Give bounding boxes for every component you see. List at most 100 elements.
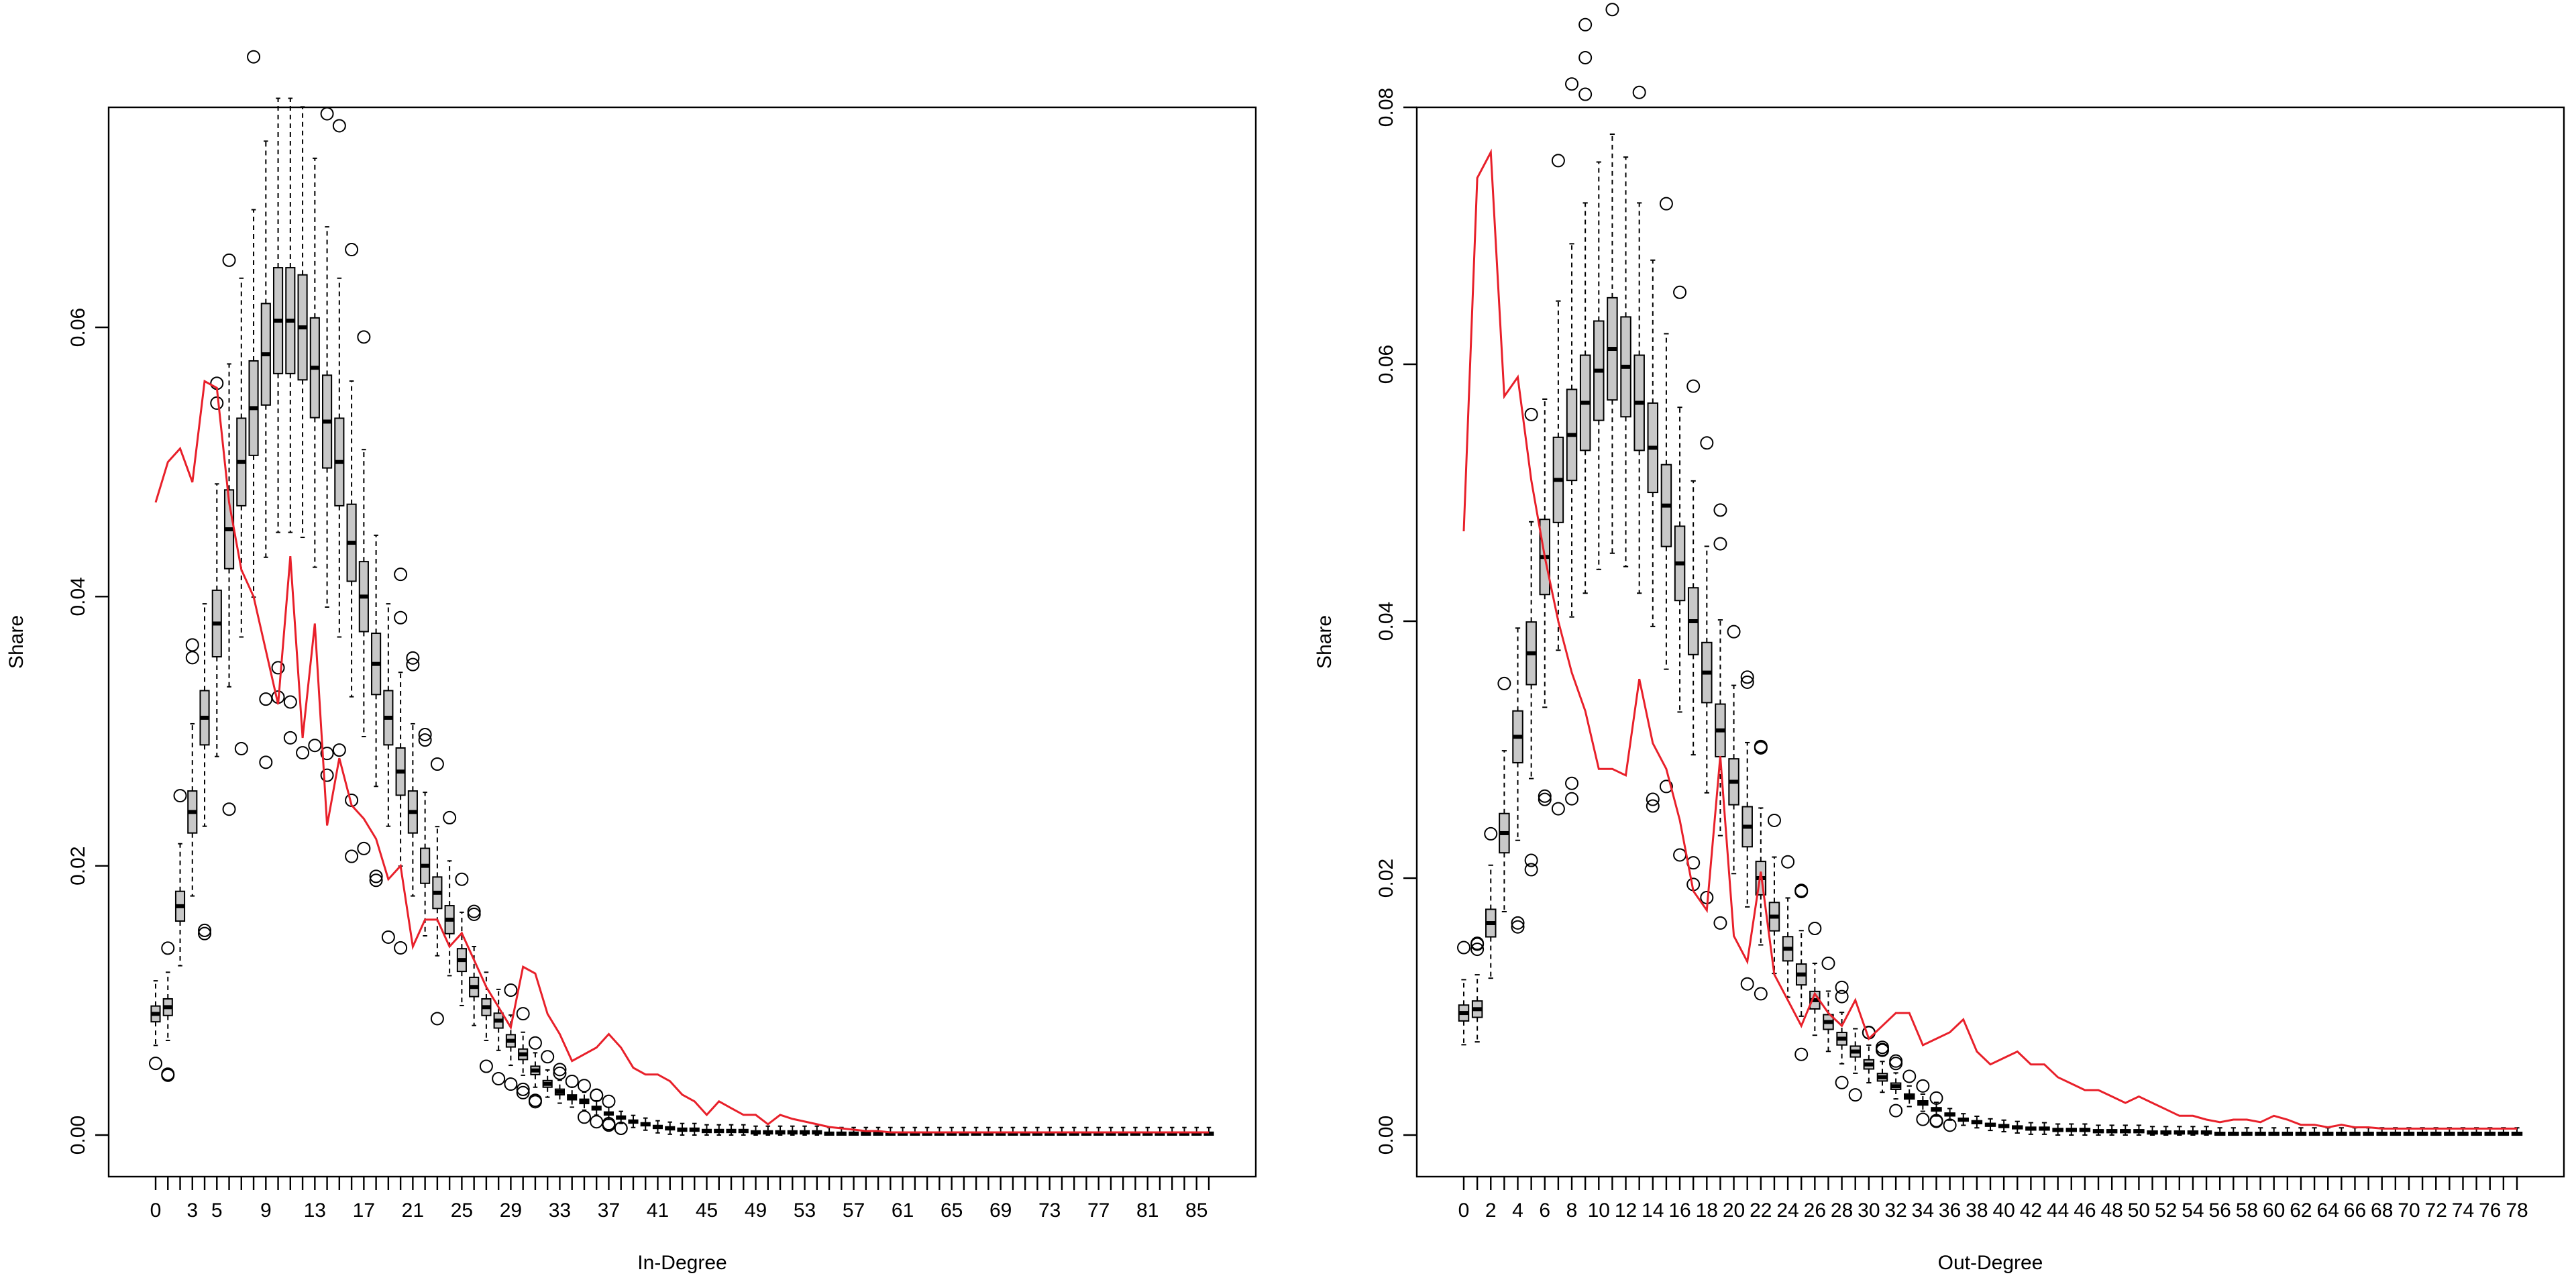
boxplot-73	[2444, 1127, 2455, 1136]
boxplot-17	[1686, 379, 1701, 892]
boxplot-66	[2349, 1127, 2361, 1136]
outlier	[1524, 863, 1538, 877]
boxplot-50	[2133, 1124, 2145, 1136]
outlier	[320, 768, 334, 782]
boxplot-41	[652, 1120, 663, 1134]
boxplot-79	[1118, 1126, 1128, 1136]
boxplot-50	[763, 1125, 773, 1136]
x-tick-label: 10	[1588, 1199, 1610, 1222]
boxplot-12	[296, 106, 310, 760]
outlier	[1754, 987, 1768, 1001]
boxplot-49	[750, 1125, 761, 1136]
x-tick-label: 16	[1668, 1199, 1690, 1222]
boxplot-63	[922, 1126, 932, 1136]
outlier	[1673, 848, 1687, 862]
boxplot-44	[689, 1122, 700, 1136]
boxplot-73	[1044, 1126, 1055, 1136]
outlier	[1754, 739, 1768, 753]
out-degree-panel: 0.000.020.040.060.080 2 4 6 8 10 12 14 16 18 20 22 2…	[1313, 3, 2565, 1274]
outlier	[602, 1117, 616, 1131]
outlier	[1511, 920, 1525, 934]
x-tick-label: 78	[2506, 1199, 2528, 1222]
x-tick-label: 54	[2182, 1199, 2204, 1222]
x-tick-label: 8	[1566, 1199, 1578, 1222]
boxplot-53	[2174, 1126, 2186, 1136]
boxplot-22	[1754, 739, 1768, 1001]
x-tick-label: 62	[2290, 1199, 2312, 1222]
outlier	[418, 727, 432, 741]
outlier	[1524, 407, 1538, 421]
boxplot-54	[2187, 1126, 2199, 1136]
x-tick-label: 17	[353, 1199, 375, 1222]
outlier	[1740, 977, 1754, 991]
x-tick-label: 6	[1539, 1199, 1550, 1222]
y-tick-label: 0.04	[1375, 602, 1397, 641]
boxplot-61	[898, 1126, 908, 1136]
x-tick-label: 32	[1884, 1199, 1907, 1222]
x-tick-label: 42	[2020, 1199, 2042, 1222]
outlier	[161, 1067, 175, 1081]
outlier	[332, 743, 346, 757]
plot-frame	[1415, 106, 2565, 1178]
boxplot-20	[1727, 625, 1741, 875]
observed-line	[1462, 148, 2517, 1130]
x-tick-label: 3	[186, 1199, 198, 1222]
outlier	[1889, 1057, 1903, 1071]
x-tick-label: 49	[745, 1199, 767, 1222]
outlier	[161, 941, 175, 955]
outlier	[173, 789, 187, 803]
boxplot-49	[2120, 1124, 2131, 1136]
boxplot-29	[1848, 1028, 1862, 1102]
x-tick-label: 36	[1939, 1199, 1961, 1222]
outlier	[149, 1057, 162, 1071]
boxplot-48	[2106, 1124, 2118, 1136]
boxplot-76	[1081, 1126, 1092, 1136]
x-axis-label: In-Degree	[637, 1252, 727, 1274]
boxplot-54	[812, 1125, 822, 1136]
outlier	[1889, 1104, 1903, 1118]
y-tick-label: 0.00	[67, 1116, 89, 1155]
x-tick-label: 72	[2425, 1199, 2447, 1222]
y-tick-label: 0.00	[1375, 1116, 1397, 1155]
boxplot-23	[1767, 813, 1781, 975]
x-tick-label: 68	[2371, 1199, 2393, 1222]
boxplot-31	[528, 1036, 542, 1109]
x-tick-label: 70	[2398, 1199, 2420, 1222]
boxplot-83	[1167, 1126, 1177, 1136]
outlier	[332, 119, 346, 133]
outlier	[1740, 670, 1754, 684]
x-tick-label: 13	[304, 1199, 326, 1222]
boxplot-38	[1971, 1116, 1983, 1129]
outlier	[1605, 3, 1619, 17]
boxplot-66	[959, 1126, 969, 1136]
boxplot-24	[1781, 855, 1795, 998]
outlier	[369, 869, 383, 883]
x-tick-label: 73	[1038, 1199, 1061, 1222]
boxplot-14	[1646, 259, 1660, 813]
x-tick-label: 9	[260, 1199, 272, 1222]
boxplot-17	[357, 330, 371, 855]
x-tick-label: 77	[1087, 1199, 1110, 1222]
x-tick-label: 34	[1912, 1199, 1934, 1222]
boxplot-75	[1069, 1126, 1079, 1136]
boxplot-4	[198, 603, 212, 941]
outlier	[1565, 792, 1579, 806]
boxplot-31	[1875, 1040, 1889, 1093]
boxplot-72	[1032, 1126, 1042, 1136]
boxplot-5	[1524, 407, 1538, 877]
boxplot-52	[2160, 1126, 2171, 1136]
x-tick-label: 40	[1992, 1199, 2015, 1222]
boxplot-51	[775, 1125, 786, 1136]
boxplot-8	[1565, 77, 1579, 806]
boxplot-47	[726, 1124, 737, 1136]
outlier	[320, 747, 334, 761]
outlier	[553, 1066, 567, 1080]
boxplot-59	[2255, 1127, 2266, 1136]
x-tick-label: 64	[2317, 1199, 2339, 1222]
y-tick-label: 0.06	[67, 308, 89, 347]
outlier	[430, 757, 444, 771]
x-tick-label: 85	[1185, 1199, 1208, 1222]
boxplot-3	[1497, 676, 1511, 912]
x-tick-label: 22	[1750, 1199, 1772, 1222]
